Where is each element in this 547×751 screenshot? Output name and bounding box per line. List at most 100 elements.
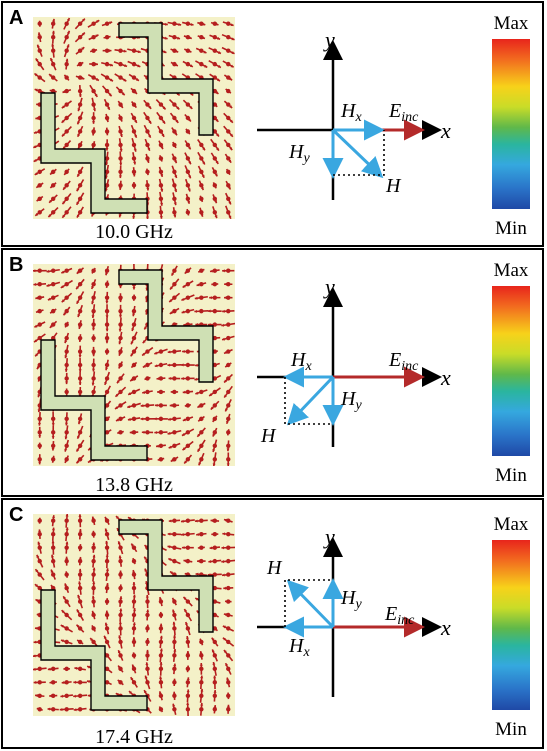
current-arrow: [212, 182, 217, 189]
current-arrow: [221, 572, 235, 577]
current-arrow: [194, 295, 208, 300]
current-arrow: [49, 693, 58, 698]
current-arrow: [167, 532, 182, 537]
current-arrow: [118, 125, 123, 138]
current-arrow: [185, 621, 191, 636]
current-arrow: [91, 610, 96, 620]
current-arrow: [211, 637, 219, 647]
current-arrow: [127, 48, 141, 54]
current-arrow: [74, 31, 86, 43]
current-arrow: [49, 320, 58, 329]
current-arrow: [60, 624, 73, 633]
current-arrow: [131, 317, 137, 332]
current-arrow: [199, 195, 204, 203]
current-arrow: [172, 609, 177, 621]
current-arrow: [75, 454, 85, 464]
current-arrow: [91, 371, 96, 386]
current-arrow: [223, 112, 234, 124]
current-arrow: [198, 452, 205, 466]
current-arrow: [37, 412, 42, 426]
current-arrow: [184, 152, 192, 165]
current-arrow: [61, 193, 72, 205]
current-arrow: [114, 386, 127, 398]
current-arrow: [49, 88, 57, 94]
hy-label: Hy: [340, 388, 362, 413]
current-arrow: [199, 663, 204, 675]
current-arrow: [197, 165, 205, 179]
current-arrow: [168, 34, 181, 40]
current-arrow: [104, 291, 110, 304]
current-arrow: [225, 88, 232, 94]
current-arrow: [223, 612, 233, 618]
current-arrow: [118, 555, 123, 567]
current-arrow: [168, 518, 181, 523]
current-arrow: [77, 581, 83, 595]
current-arrow: [77, 320, 83, 330]
h-label: H: [266, 557, 283, 579]
current-arrow: [118, 635, 123, 649]
y-axis-label: y: [323, 524, 335, 549]
current-arrow: [195, 47, 207, 54]
current-arrow: [130, 676, 138, 688]
current-arrow: [37, 442, 42, 450]
current-arrow: [223, 585, 234, 591]
current-arrow: [130, 331, 138, 345]
current-arrow: [169, 112, 179, 124]
vector-diagram: x y Hx Einc Hy H: [257, 27, 451, 200]
current-arrow: [168, 557, 181, 565]
current-arrow: [212, 452, 217, 466]
e-inc-label: Einc: [388, 100, 419, 125]
current-arrow: [158, 648, 164, 663]
current-arrow: [35, 57, 45, 71]
current-arrow: [185, 689, 191, 703]
current-arrow: [102, 48, 112, 53]
current-arrow: [185, 208, 191, 216]
current-arrow: [130, 87, 138, 95]
current-arrow: [118, 138, 123, 152]
current-arrow: [172, 703, 177, 715]
current-arrow: [131, 582, 137, 595]
current-arrow: [197, 415, 205, 422]
current-arrow: [168, 376, 181, 381]
current-arrow: [210, 21, 219, 26]
current-arrow: [182, 99, 193, 110]
current-arrow: [172, 648, 177, 662]
current-arrow: [118, 165, 123, 179]
current-arrow: [196, 427, 206, 438]
current-arrow: [104, 304, 110, 319]
current-arrow: [130, 361, 138, 369]
current-arrow: [185, 635, 191, 648]
current-arrow: [195, 60, 208, 69]
current-arrow: [145, 153, 150, 164]
current-arrow: [131, 152, 137, 165]
current-arrow: [181, 376, 195, 381]
current-arrow: [127, 60, 141, 68]
current-arrow: [33, 333, 46, 343]
current-arrow: [64, 58, 69, 70]
current-arrow: [185, 702, 191, 716]
current-arrow: [172, 207, 177, 218]
current-arrow: [158, 596, 164, 607]
current-arrow: [180, 362, 195, 368]
current-arrow: [142, 389, 153, 395]
current-arrow: [51, 441, 56, 451]
current-arrow: [140, 403, 155, 408]
current-arrow: [114, 401, 127, 410]
current-arrow: [212, 439, 218, 453]
current-arrow: [73, 707, 87, 712]
current-arrow: [34, 88, 46, 94]
current-arrow: [77, 371, 83, 386]
current-arrow: [131, 608, 137, 622]
current-arrow: [104, 348, 110, 355]
current-arrow: [180, 518, 195, 523]
current-arrow: [158, 155, 164, 162]
colorbar-max-label: Max: [493, 13, 529, 34]
hy-label: Hy: [340, 587, 362, 612]
current-arrow: [76, 61, 84, 67]
frequency-label: 13.8 GHz: [95, 474, 173, 496]
current-arrow: [61, 609, 73, 621]
current-arrow: [225, 168, 231, 176]
current-arrow: [158, 661, 164, 676]
current-arrow: [118, 180, 123, 191]
current-arrow: [116, 373, 125, 384]
